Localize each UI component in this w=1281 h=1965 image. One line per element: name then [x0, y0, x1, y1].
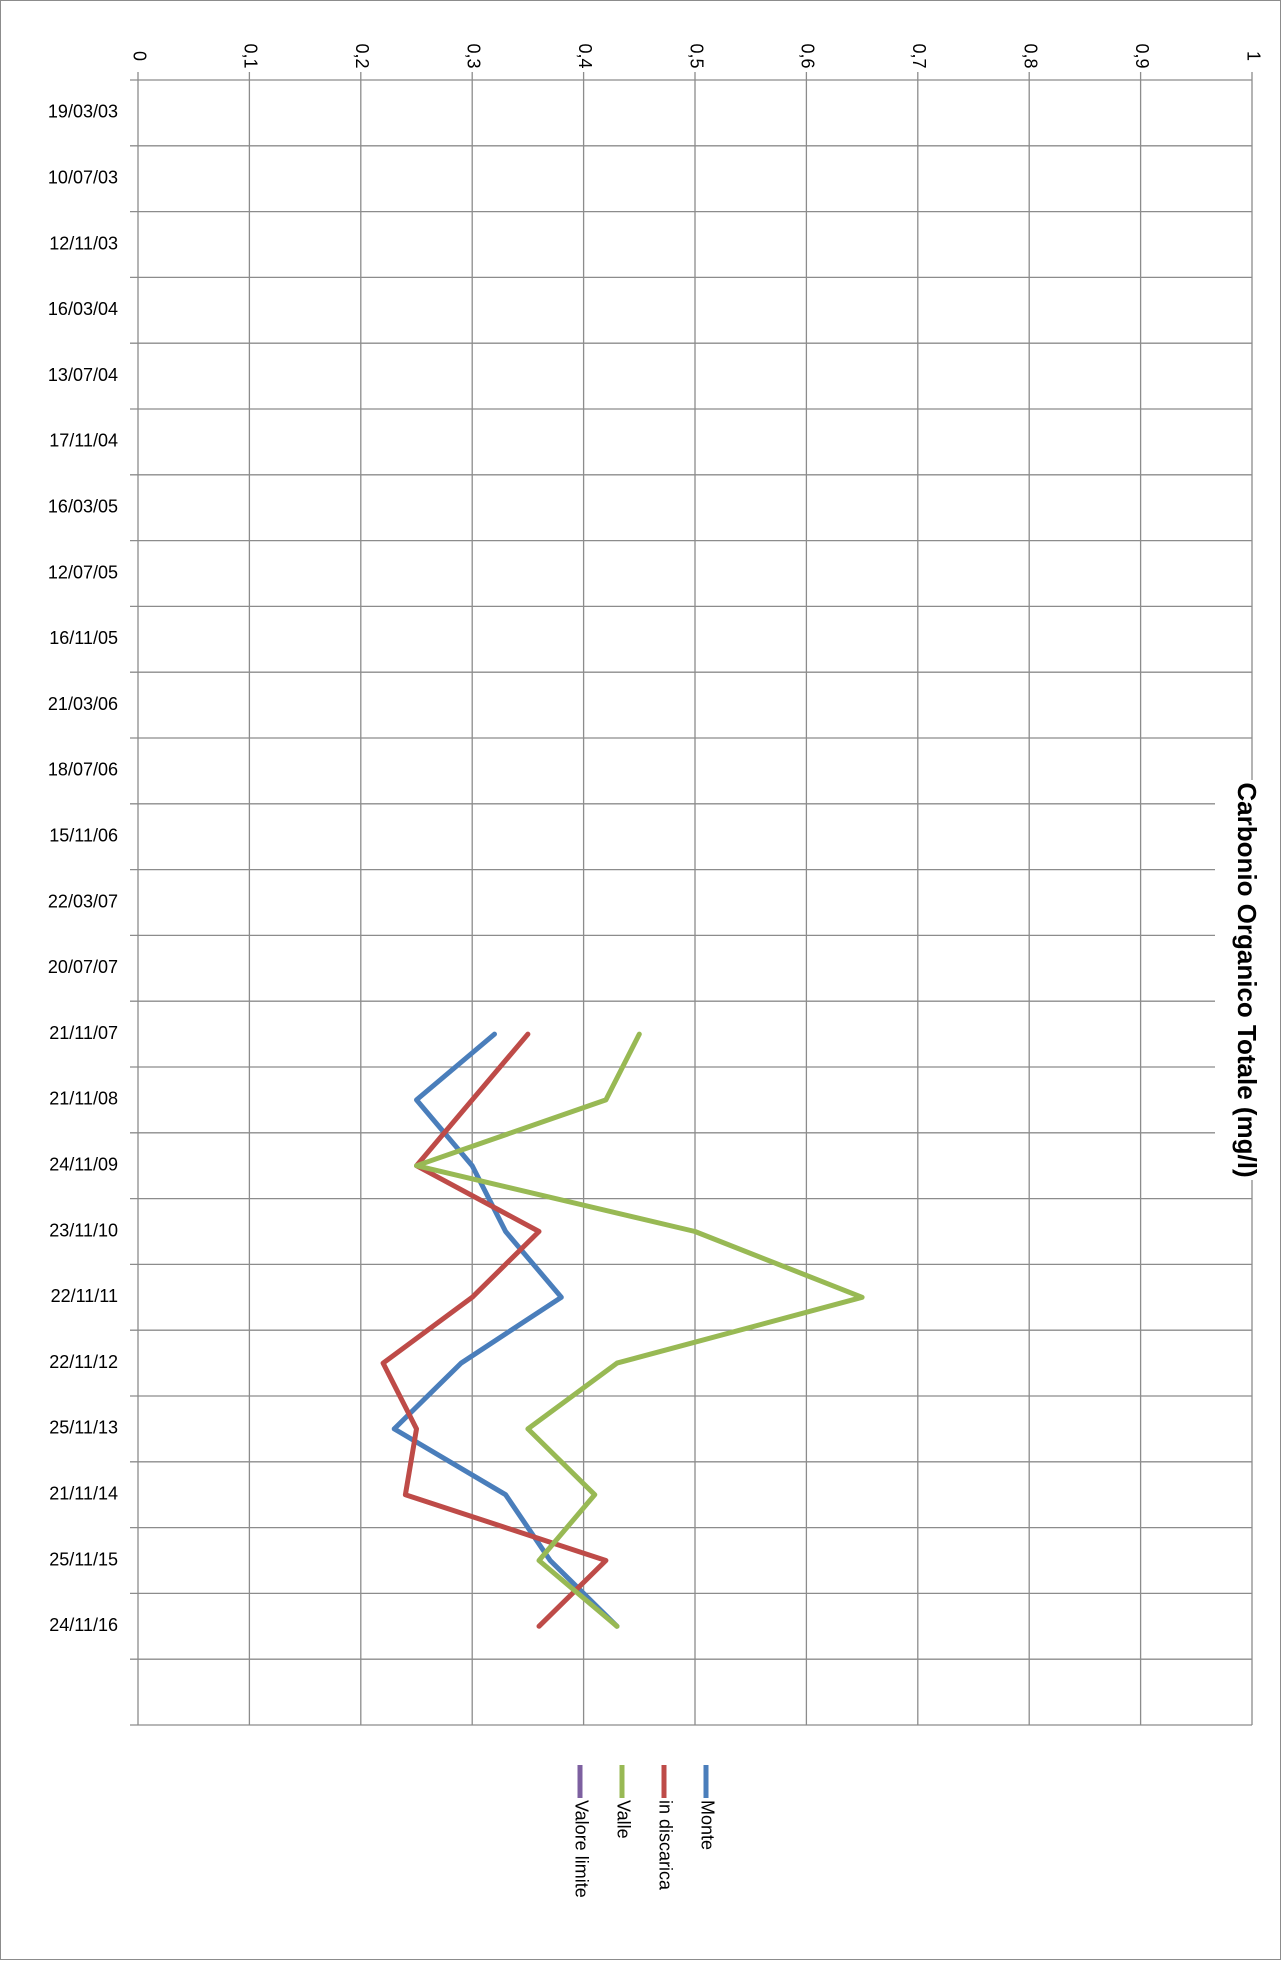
legend-label: in discarica	[655, 1800, 675, 1891]
category-label: 16/03/04	[48, 299, 118, 319]
category-label: 21/11/07	[49, 1023, 118, 1043]
category-label: 21/03/06	[48, 694, 118, 714]
value-tick-label: 0,4	[575, 43, 595, 68]
category-label: 16/11/05	[49, 628, 118, 648]
title-layer: Carbonio Organico Totale (mg/l)	[1215, 780, 1275, 1180]
series-layer	[380, 1031, 865, 1629]
value-tick-label: 0,5	[686, 43, 706, 68]
value-tick-label: 1	[1243, 51, 1263, 61]
category-label: 25/11/13	[49, 1418, 118, 1438]
value-tick-label: 0,3	[463, 43, 483, 68]
category-label: 20/07/07	[48, 957, 118, 977]
series-line-valle	[414, 1031, 865, 1629]
chart-title: Carbonio Organico Totale (mg/l)	[1232, 782, 1262, 1177]
category-label: 10/07/03	[48, 167, 118, 187]
legend: Monte in discarica Valle Valore limite	[571, 1765, 717, 1898]
value-tick-label: 0,2	[352, 43, 372, 68]
title-background	[1215, 780, 1275, 1180]
category-label: 16/03/05	[48, 496, 118, 516]
value-tick-label: 0,6	[798, 43, 818, 68]
value-tick-label: 0,7	[909, 43, 929, 68]
value-tick-label: 0,8	[1020, 43, 1040, 68]
series-line-in-discarica	[380, 1031, 609, 1629]
value-tick-labels: 0 0,1 0,2 0,3 0,4 0,5 0,6 0,7 0,8 0,9 1	[129, 43, 1263, 68]
category-labels: 19/03/03 10/07/03 12/11/03 16/03/04 13/07/04…	[48, 102, 118, 1635]
category-label: 25/11/15	[49, 1549, 118, 1569]
grid-layer	[130, 72, 1253, 1726]
category-label: 23/11/10	[49, 1220, 118, 1240]
category-label: 15/11/06	[49, 825, 118, 845]
value-tick-label: 0,1	[241, 43, 261, 68]
legend-label: Monte	[697, 1800, 717, 1850]
category-label: 19/03/03	[48, 102, 118, 122]
value-tick-label: 0	[129, 51, 149, 61]
value-tick-label: 0,9	[1132, 43, 1152, 68]
category-label: 21/11/08	[49, 1089, 118, 1109]
category-label: 24/11/09	[49, 1154, 118, 1174]
legend-label: Valore limite	[571, 1800, 591, 1898]
category-label: 22/03/07	[48, 891, 118, 911]
category-label: 24/11/16	[49, 1615, 118, 1635]
category-label: 12/07/05	[48, 562, 118, 582]
category-label: 12/11/03	[49, 233, 118, 253]
category-label: 22/11/12	[49, 1352, 118, 1372]
legend-label: Valle	[613, 1800, 633, 1839]
category-label: 21/11/14	[49, 1483, 118, 1503]
category-label: 13/07/04	[48, 365, 118, 385]
category-label: 17/11/04	[49, 431, 118, 451]
category-label: 18/07/06	[48, 760, 118, 780]
category-label: 22/11/11	[51, 1286, 118, 1306]
